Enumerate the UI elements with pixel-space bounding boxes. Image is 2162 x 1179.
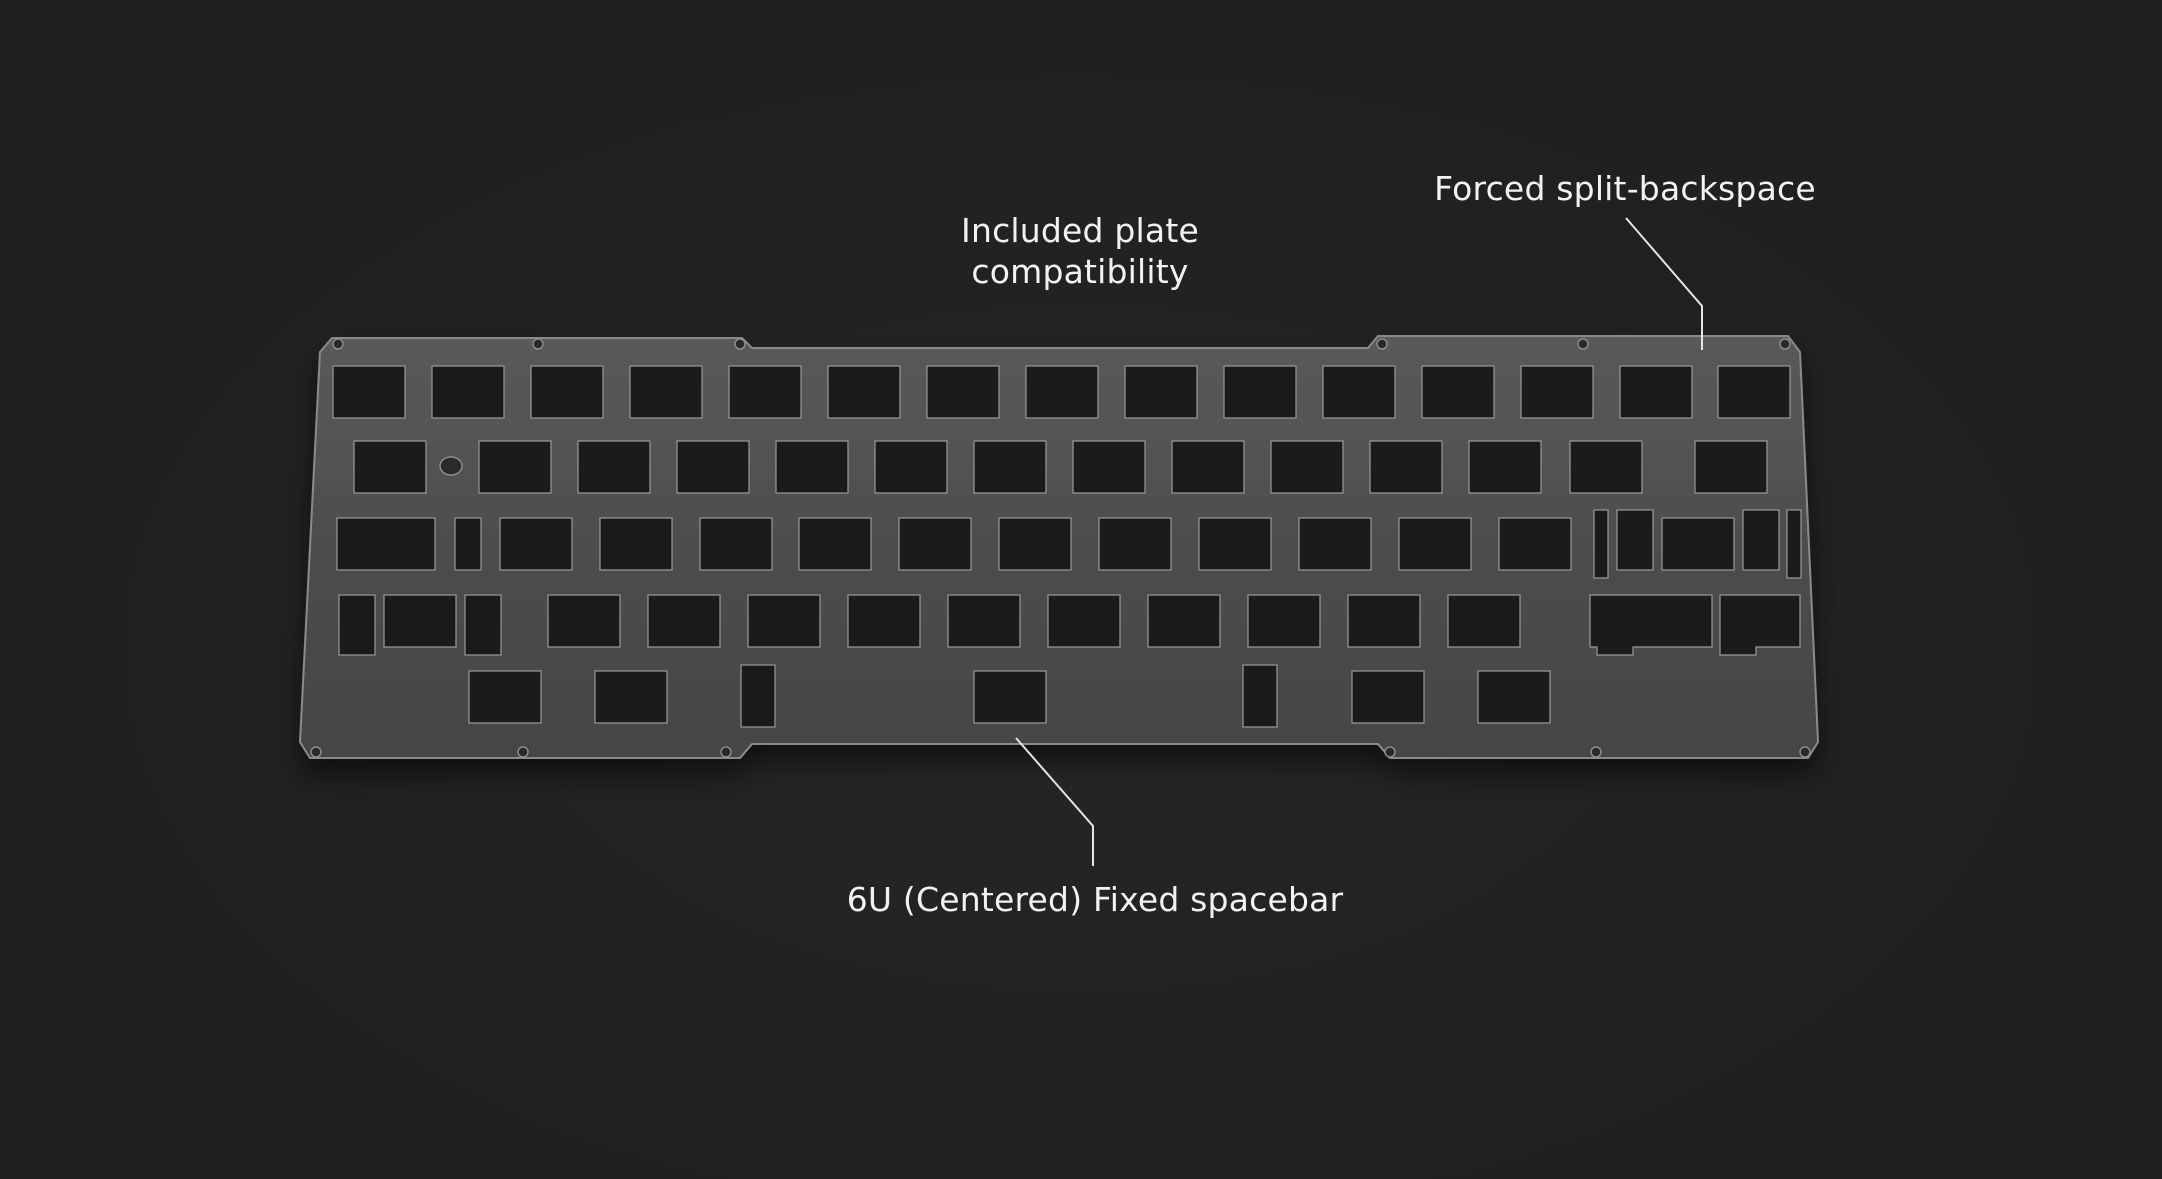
backspace-leader-line (1625, 217, 1703, 350)
switch-cutout (431, 365, 505, 419)
switch-cutout (464, 594, 502, 656)
mounting-hole (1779, 338, 1791, 350)
switch-cutout (1398, 517, 1472, 571)
mounting-holes (310, 338, 1811, 758)
switch-cutout (1619, 365, 1693, 419)
switch-cutouts (332, 365, 1802, 728)
switch-cutout (1270, 440, 1344, 494)
switch-cutout (1025, 365, 1099, 419)
switch-cutout (827, 365, 901, 419)
switch-cutout (1589, 594, 1713, 656)
switch-cutout (1322, 365, 1396, 419)
switch-cutout (1447, 594, 1521, 648)
switch-cutout (577, 440, 651, 494)
switch-cutout (1717, 365, 1791, 419)
switch-cutout (1198, 517, 1272, 571)
mounting-hole (1577, 338, 1589, 350)
spacebar-leader-line (1015, 737, 1094, 866)
switch-cutout (874, 440, 948, 494)
switch-cutout (1247, 594, 1321, 648)
switch-cutout (1661, 517, 1735, 571)
switch-cutout (1098, 517, 1172, 571)
switch-cutout (332, 365, 406, 419)
mounting-hole (1590, 746, 1602, 758)
switch-cutout (798, 517, 872, 571)
switch-cutout (676, 440, 750, 494)
switch-cutout (728, 365, 802, 419)
switch-cutout (336, 517, 436, 571)
switch-cutout (1369, 440, 1443, 494)
mounting-hole (720, 746, 732, 758)
switch-cutout (847, 594, 921, 648)
switch-cutout (747, 594, 821, 648)
switch-cutout (1616, 509, 1654, 571)
switch-cutout (1242, 664, 1278, 728)
switch-cutout (1694, 440, 1768, 494)
switch-cutout (1147, 594, 1221, 648)
switch-cutout (998, 517, 1072, 571)
switch-cutout (1477, 670, 1551, 724)
switch-cutout (353, 440, 427, 494)
switch-cutout (926, 365, 1000, 419)
mounting-hole (517, 746, 529, 758)
switch-cutout (775, 440, 849, 494)
switch-cutout (947, 594, 1021, 648)
switch-cutout (647, 594, 721, 648)
mounting-hole (332, 338, 344, 350)
switch-cutout (547, 594, 621, 648)
mounting-hole (1799, 746, 1811, 758)
switch-cutout (499, 517, 573, 571)
switch-cutout (1047, 594, 1121, 648)
switch-cutout (1468, 440, 1542, 494)
switch-cutout (699, 517, 773, 571)
switch-cutout (973, 670, 1047, 724)
switch-cutout (1351, 670, 1425, 724)
switch-cutout (1171, 440, 1245, 494)
switch-cutout (1347, 594, 1421, 648)
switch-cutout (383, 594, 457, 648)
switch-cutout (1520, 365, 1594, 419)
switch-cutout (973, 440, 1047, 494)
mounting-hole (532, 338, 544, 350)
switch-cutout (1498, 517, 1572, 571)
spacebar-label: 6U (Centered) Fixed spacebar (846, 880, 1344, 919)
switch-cutout (599, 517, 673, 571)
switch-cutout (1569, 440, 1643, 494)
switch-cutout (1593, 509, 1609, 579)
mounting-hole (734, 338, 746, 350)
plate-compatibility-line1: Included plate (961, 211, 1199, 250)
switch-cutout (629, 365, 703, 419)
mounting-hole (1384, 746, 1396, 758)
switch-cutout (1298, 517, 1372, 571)
switch-cutout (1072, 440, 1146, 494)
switch-cutout (530, 365, 604, 419)
switch-cutout (338, 594, 376, 656)
plate-compatibility-label: Included plate compatibility (880, 210, 1280, 292)
switch-cutout (1786, 509, 1802, 579)
switch-cutout (478, 440, 552, 494)
switch-cutout (1742, 509, 1780, 571)
switch-cutout (740, 664, 776, 728)
switch-cutout (1223, 365, 1297, 419)
switch-cutout (1719, 594, 1801, 656)
mounting-hole (310, 746, 322, 758)
mounting-hole (1376, 338, 1388, 350)
switch-cutout (454, 517, 482, 571)
switch-cutout (1421, 365, 1495, 419)
switch-cutout (898, 517, 972, 571)
switch-cutout (468, 670, 542, 724)
split-backspace-label: Forced split-backspace (1434, 169, 1816, 208)
plate-compatibility-line2: compatibility (971, 252, 1189, 291)
switch-cutout (594, 670, 668, 724)
stab-hole (439, 456, 463, 476)
switch-cutout (1124, 365, 1198, 419)
